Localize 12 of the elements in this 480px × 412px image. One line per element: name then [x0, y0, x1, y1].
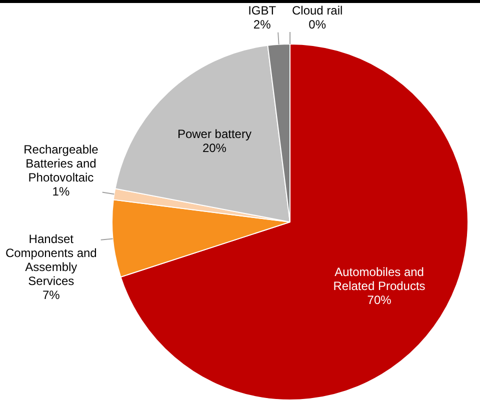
- slice-label: Handset Components and Assembly Services: [5, 232, 97, 288]
- category-label: Cloud rail: [292, 3, 343, 18]
- slice-label: Power battery: [177, 126, 252, 141]
- data-label: 2%: [253, 18, 272, 32]
- data-label: 1%: [52, 184, 70, 199]
- data-label: 20%: [202, 140, 227, 155]
- slice-label: IGBT: [248, 4, 277, 18]
- data-label: 70%: [367, 293, 392, 308]
- data-label: 7%: [42, 288, 60, 302]
- text: 0%: [308, 17, 326, 32]
- slice-label: Rechargeable Batteries and Photovoltaic: [24, 142, 99, 185]
- slice-label: Automobiles and Related Products: [333, 265, 426, 294]
